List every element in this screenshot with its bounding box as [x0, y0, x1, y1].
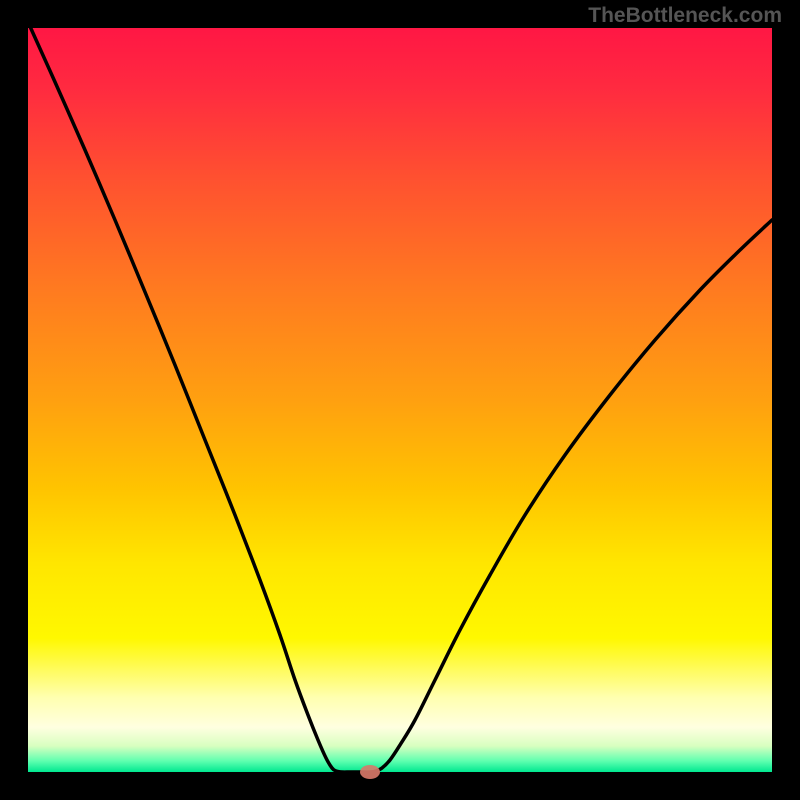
bottleneck-chart: [0, 0, 800, 800]
watermark-text: TheBottleneck.com: [588, 4, 782, 28]
chart-container: { "watermark": "TheBottleneck.com", "cha…: [0, 0, 800, 800]
plot-background: [28, 28, 772, 772]
minimum-marker: [360, 765, 380, 779]
